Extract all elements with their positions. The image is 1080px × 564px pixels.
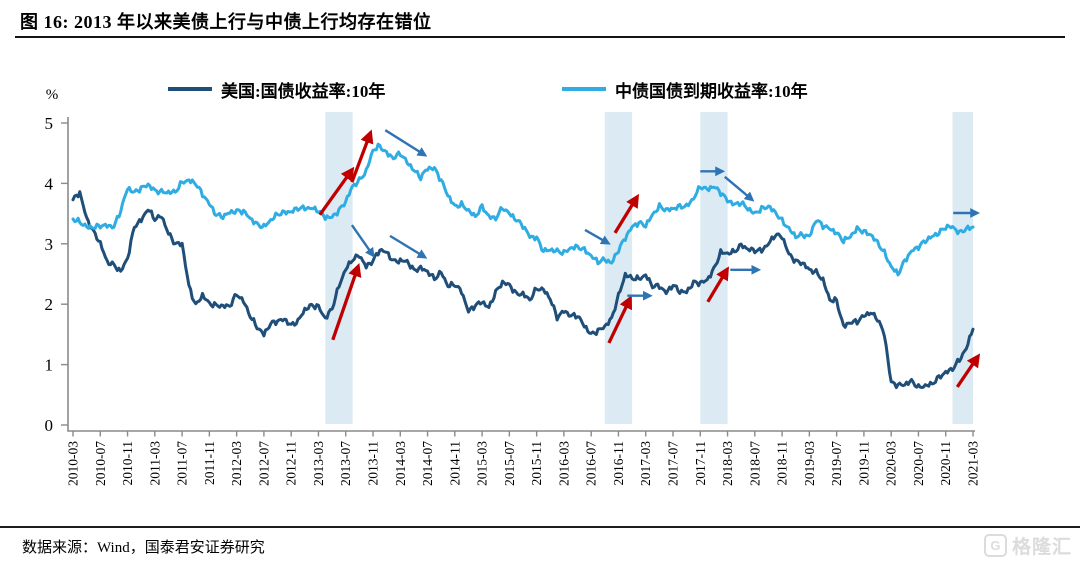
x-axis-tick-label: 2011-11 [202, 441, 217, 485]
x-axis-tick-label: 2010-03 [66, 441, 81, 486]
gelonghui-watermark-text: 格隆汇 [1011, 537, 1072, 558]
gelonghui-logo-icon: G [983, 534, 1007, 557]
red-trend-arrow [955, 353, 981, 388]
red-trend-arrow [350, 129, 374, 183]
x-axis-tick-label: 2014-03 [393, 441, 408, 486]
x-axis-tick-label: 2014-11 [447, 441, 462, 486]
x-axis-tick-label: 2017-03 [638, 441, 653, 486]
x-axis-tick-label: 2015-11 [529, 441, 544, 486]
x-axis-tick-label: 2018-07 [747, 441, 762, 486]
x-axis-tick-label: 2013-07 [338, 441, 353, 486]
x-axis-tick-label: 2012-07 [256, 441, 271, 486]
red-trend-arrow [607, 295, 633, 344]
x-axis-tick-label: 2015-03 [475, 441, 490, 486]
title-divider [15, 36, 1065, 38]
x-axis-tick-label: 2012-11 [284, 441, 299, 486]
blue-trend-arrow [384, 129, 428, 157]
blue-trend-arrow [724, 175, 755, 202]
x-axis-tick-label: 2010-07 [93, 441, 108, 486]
x-axis-tick-label: 2017-07 [666, 441, 681, 486]
y-axis-unit-label: % [46, 87, 59, 103]
x-axis-tick-label: 2016-07 [584, 441, 599, 486]
legend-item-us-10y: 美国:国债收益率:10年 [168, 77, 385, 101]
red-trend-arrow [318, 166, 355, 216]
us-line-swatch [168, 87, 212, 91]
x-axis-tick-label: 2020-03 [884, 441, 899, 486]
china-line-swatch [562, 87, 606, 91]
red-trend-arrow [706, 266, 729, 303]
blue-trend-arrow [584, 228, 611, 245]
y-axis-tick-label: 5 [45, 114, 54, 133]
x-axis-tick-label: 2016-03 [556, 441, 571, 486]
x-axis-tick-label: 2012-03 [229, 441, 244, 486]
x-axis-tick-label: 2020-07 [911, 441, 926, 486]
x-axis-tick-label: 2011-03 [147, 441, 162, 486]
x-axis-tick-label: 2020-11 [938, 441, 953, 486]
legend-label-us-10y: 美国:国债收益率:10年 [221, 81, 386, 101]
x-axis-tick-label: 2019-11 [856, 441, 871, 486]
blue-trend-arrow [350, 224, 375, 258]
figure-title: 图 16: 2013 年以来美债上行与中债上行均存在错位 [20, 12, 432, 32]
y-axis-tick-label: 1 [45, 356, 54, 375]
x-axis-tick-label: 2013-03 [311, 441, 326, 486]
us-yield-line [71, 190, 975, 390]
x-axis-tick-label: 2016-11 [611, 441, 626, 486]
chart-legend: 美国:国债收益率:10年 中债国债到期收益率:10年 [0, 77, 1080, 101]
red-trend-arrow [613, 193, 640, 234]
china-yield-line [71, 142, 975, 277]
y-axis-tick-label: 3 [45, 235, 54, 254]
x-axis-tick-label: 2017-11 [693, 441, 708, 486]
x-axis-tick-label: 2019-03 [802, 441, 817, 486]
data-source-text: 数据来源：Wind，国泰君安证券研究 [22, 540, 265, 556]
x-axis-tick-label: 2018-11 [775, 441, 790, 486]
x-axis-tick-label: 2021-03 [966, 441, 981, 486]
x-axis-tick-label: 2015-07 [502, 441, 517, 486]
gelonghui-watermark: G 格隆汇 [983, 532, 1072, 559]
y-axis-tick-label: 4 [45, 174, 54, 193]
highlight-band [604, 112, 633, 424]
x-axis-tick-label: 2011-07 [175, 441, 190, 486]
x-axis-tick-label: 2018-03 [720, 441, 735, 486]
blue-trend-arrow [389, 234, 428, 259]
footer-divider [0, 526, 1080, 528]
legend-item-china-10y: 中债国债到期收益率:10年 [562, 77, 808, 101]
x-axis-tick-label: 2010-11 [120, 441, 135, 486]
red-trend-arrow [331, 262, 362, 341]
x-axis-tick-label: 2013-11 [366, 441, 381, 486]
x-axis-tick-label: 2014-07 [420, 441, 435, 486]
axes [67, 117, 975, 432]
legend-label-china-10y: 中债国债到期收益率:10年 [615, 81, 808, 101]
x-axis-tick-label: 2019-07 [829, 441, 844, 486]
y-axis-tick-label: 2 [45, 295, 54, 314]
y-axis-tick-label: 0 [45, 416, 54, 435]
